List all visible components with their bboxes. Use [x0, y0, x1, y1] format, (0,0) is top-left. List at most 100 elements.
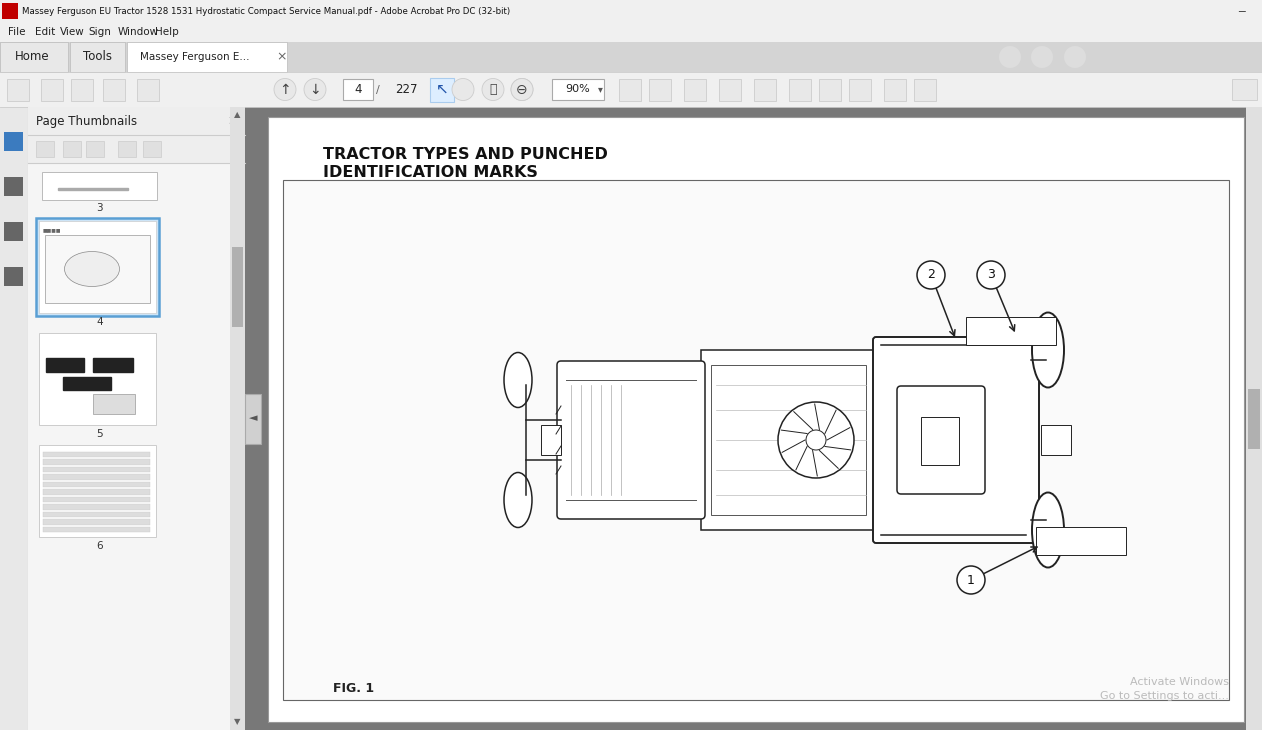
Text: Help: Help: [155, 27, 179, 37]
Text: ▼: ▼: [235, 718, 241, 726]
Bar: [93, 394, 135, 414]
Ellipse shape: [504, 472, 533, 528]
Circle shape: [777, 402, 854, 478]
Circle shape: [1031, 46, 1053, 68]
Bar: [921, 417, 959, 465]
Bar: [63, 377, 111, 390]
Text: ✕: ✕: [227, 115, 239, 128]
Text: Go to Settings to acti...: Go to Settings to acti...: [1100, 691, 1229, 701]
Text: 227: 227: [395, 83, 418, 96]
Bar: [789, 79, 811, 101]
Text: ↖: ↖: [435, 82, 448, 97]
Bar: [86, 141, 103, 157]
Circle shape: [977, 261, 1005, 289]
Circle shape: [957, 566, 986, 594]
Text: 4: 4: [355, 83, 362, 96]
Bar: [245, 393, 261, 444]
Bar: [4, 222, 23, 241]
Ellipse shape: [1032, 312, 1064, 388]
Text: Massey Ferguson EU Tractor 1528 1531 Hydrostatic Compact Service Manual.pdf - Ad: Massey Ferguson EU Tractor 1528 1531 Hyd…: [21, 7, 510, 15]
Text: ─: ─: [1238, 6, 1246, 16]
Bar: [103, 79, 125, 101]
Bar: [649, 79, 671, 101]
Bar: [700, 350, 876, 530]
Text: Sign: Sign: [88, 27, 111, 37]
Text: TRACTOR TYPES AND PUNCHED: TRACTOR TYPES AND PUNCHED: [323, 147, 608, 162]
Bar: [0, 42, 68, 72]
Bar: [711, 365, 866, 515]
Bar: [232, 247, 244, 327]
Ellipse shape: [1032, 493, 1064, 567]
Text: View: View: [61, 27, 85, 37]
Text: 6: 6: [96, 541, 102, 551]
Bar: [4, 132, 23, 151]
Bar: [43, 489, 150, 494]
Text: 2: 2: [928, 269, 935, 282]
Bar: [1036, 527, 1126, 555]
Bar: [138, 79, 159, 101]
Bar: [343, 79, 374, 100]
Bar: [4, 177, 23, 196]
Bar: [0, 72, 1262, 107]
Bar: [283, 180, 1229, 700]
Bar: [719, 79, 741, 101]
Bar: [43, 466, 150, 472]
Circle shape: [511, 79, 533, 101]
Circle shape: [1000, 46, 1021, 68]
Bar: [883, 79, 906, 101]
Text: ◄: ◄: [249, 413, 257, 423]
Bar: [753, 79, 776, 101]
Bar: [43, 459, 150, 464]
Bar: [71, 79, 93, 101]
Text: 1: 1: [967, 574, 976, 586]
Bar: [43, 482, 150, 487]
Bar: [684, 79, 705, 101]
FancyBboxPatch shape: [897, 386, 986, 494]
Text: Page Thumbnails: Page Thumbnails: [37, 115, 138, 128]
Text: FIG. 1: FIG. 1: [333, 682, 374, 694]
Text: 5: 5: [96, 429, 102, 439]
Bar: [119, 141, 136, 157]
Bar: [4, 267, 23, 286]
Bar: [0, 0, 1262, 22]
Bar: [143, 141, 162, 157]
Text: ▲: ▲: [235, 110, 241, 120]
Text: ×: ×: [276, 50, 288, 64]
Bar: [39, 333, 156, 425]
Bar: [0, 107, 28, 730]
Bar: [430, 78, 454, 102]
Bar: [63, 141, 81, 157]
Bar: [69, 42, 125, 72]
Text: ⊖: ⊖: [516, 82, 528, 96]
Text: /: /: [376, 85, 380, 94]
Bar: [39, 445, 156, 537]
Circle shape: [511, 79, 533, 101]
Text: ✋: ✋: [490, 83, 497, 96]
Text: Tools: Tools: [83, 50, 112, 64]
Text: Window: Window: [119, 27, 159, 37]
Text: 90%: 90%: [565, 85, 591, 94]
Bar: [37, 218, 159, 316]
Bar: [93, 358, 133, 372]
Bar: [40, 79, 63, 101]
Bar: [1246, 107, 1262, 730]
Bar: [3, 3, 18, 19]
Text: 3: 3: [96, 203, 102, 213]
Text: Home: Home: [15, 50, 49, 64]
Circle shape: [452, 79, 475, 101]
Text: File: File: [8, 27, 25, 37]
Text: Edit: Edit: [35, 27, 56, 37]
Bar: [43, 504, 150, 510]
Bar: [914, 79, 936, 101]
Bar: [43, 519, 150, 524]
Bar: [43, 512, 150, 517]
Bar: [28, 135, 245, 163]
FancyBboxPatch shape: [873, 337, 1039, 543]
Text: IDENTIFICATION MARKS: IDENTIFICATION MARKS: [323, 165, 538, 180]
Bar: [819, 79, 840, 101]
Text: ↑: ↑: [279, 82, 290, 96]
Text: 3: 3: [987, 269, 994, 282]
Circle shape: [482, 79, 504, 101]
Bar: [618, 79, 641, 101]
Bar: [45, 358, 85, 372]
